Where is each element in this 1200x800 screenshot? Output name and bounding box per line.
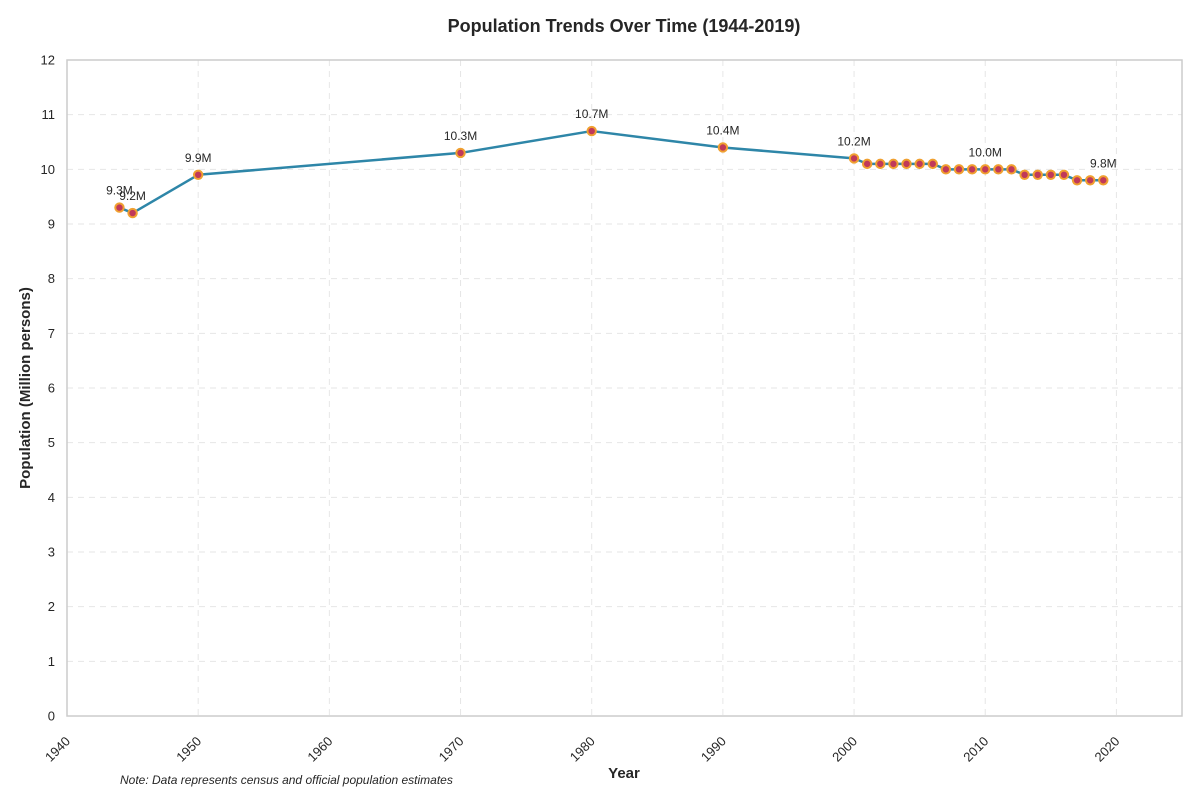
data-point <box>1032 169 1043 181</box>
y-tick-label: 11 <box>42 107 56 122</box>
points-group <box>114 125 1109 219</box>
data-point <box>455 147 466 159</box>
data-point <box>980 164 991 175</box>
y-tick-label: 9 <box>48 217 55 232</box>
y-tick-label: 0 <box>48 709 55 724</box>
y-tick-label: 12 <box>41 53 55 68</box>
data-point <box>914 158 925 170</box>
data-point <box>848 153 860 164</box>
y-tick-label: 4 <box>48 490 55 505</box>
data-point <box>1084 175 1096 186</box>
data-point <box>1098 175 1109 186</box>
x-axis-title: Year <box>608 765 640 782</box>
data-point <box>192 169 204 181</box>
data-point <box>114 202 125 213</box>
data-label: 10.7M <box>575 107 608 121</box>
data-label: 10.0M <box>969 145 1002 159</box>
data-point <box>993 164 1004 175</box>
data-point <box>586 125 597 137</box>
y-tick-label: 1 <box>48 654 55 669</box>
y-tick-label: 7 <box>48 326 55 341</box>
data-point <box>888 158 899 170</box>
plot-frame <box>66 59 1183 717</box>
data-point <box>940 164 952 175</box>
y-tick-label: 8 <box>48 271 55 286</box>
data-label: 10.4M <box>706 123 739 137</box>
y-tick-label: 2 <box>48 599 55 614</box>
data-label: 9.8M <box>1090 156 1117 170</box>
data-label: 9.2M <box>119 189 146 203</box>
y-tick-label: 6 <box>48 381 55 396</box>
data-point <box>927 158 938 170</box>
data-point <box>966 164 978 175</box>
data-label: 10.2M <box>837 134 870 148</box>
data-point <box>127 207 138 219</box>
data-point <box>953 164 965 175</box>
y-tick-label: 3 <box>48 545 55 560</box>
data-point <box>1058 169 1070 181</box>
data-point <box>1006 164 1017 175</box>
data-point <box>1019 169 1030 181</box>
data-label: 9.3M <box>106 184 133 198</box>
y-axis-title: Population (Million persons) <box>17 287 34 489</box>
data-point <box>861 158 873 170</box>
data-point <box>875 158 886 170</box>
y-tick-label: 10 <box>41 162 55 177</box>
data-point <box>1071 175 1083 186</box>
chart-note: Note: Data represents census and officia… <box>120 773 453 787</box>
data-point <box>1045 169 1057 181</box>
y-tick-label: 5 <box>48 435 55 450</box>
data-labels-group: 9.3M9.2M 9.9M 10.3M 10.7M 10.4M 10.2M 10.0M 9.8… <box>106 107 1117 203</box>
data-point <box>901 158 912 170</box>
data-point <box>717 142 729 153</box>
data-label: 9.9M <box>185 151 212 165</box>
chart-title: Population Trends Over Time (1944-2019) <box>448 16 801 36</box>
data-label: 10.3M <box>444 129 477 143</box>
